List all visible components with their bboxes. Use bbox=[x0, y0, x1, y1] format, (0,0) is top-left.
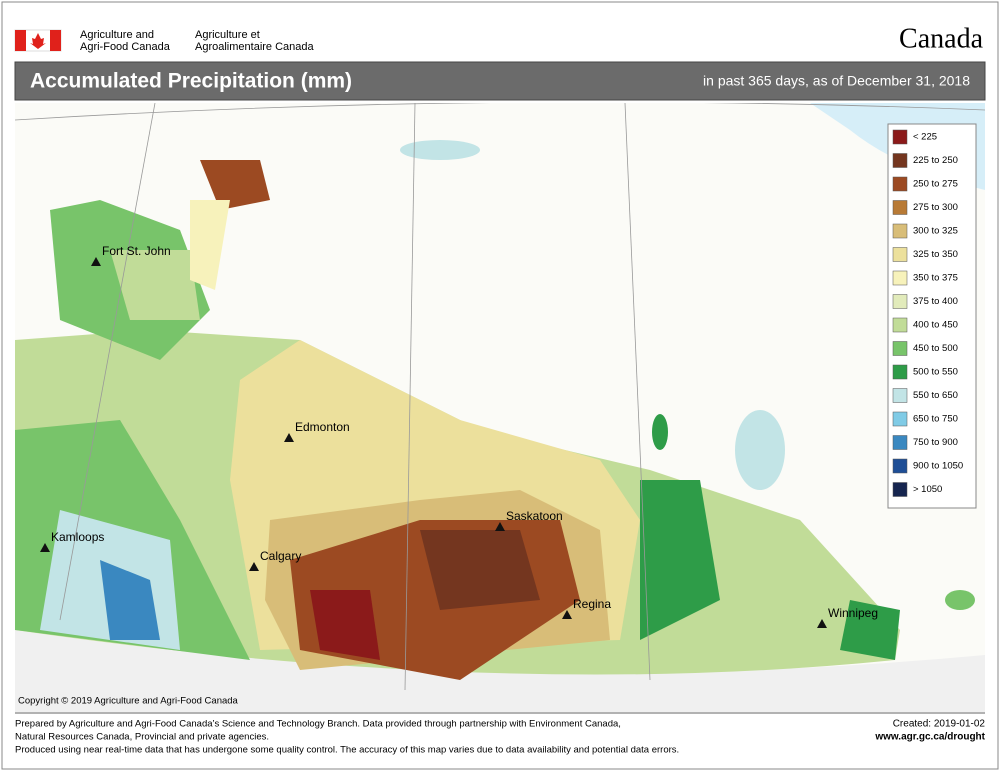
city-marker bbox=[817, 619, 827, 628]
legend-label: 750 to 900 bbox=[913, 437, 958, 448]
city-marker bbox=[495, 522, 505, 531]
url: www.agr.gc.ca/drought bbox=[874, 732, 985, 743]
legend-label: 325 to 350 bbox=[913, 249, 958, 260]
legend-swatch bbox=[892, 341, 908, 356]
legend-swatch bbox=[892, 270, 908, 286]
legend-label: 650 to 750 bbox=[913, 414, 958, 425]
legend-label: 225 to 250 bbox=[913, 155, 958, 166]
copyright: Copyright © 2019 Agriculture and Agri-Fo… bbox=[18, 696, 239, 707]
city-label: Winnipeg bbox=[828, 606, 878, 620]
city-label: Kamloops bbox=[51, 530, 104, 544]
city-label: Edmonton bbox=[295, 420, 350, 434]
dept-fr: Agriculture et bbox=[195, 29, 260, 41]
legend: < 225 225 to 250 250 to 275 275 to 300 300 t… bbox=[887, 123, 977, 509]
dept-fr: Agroalimentaire Canada bbox=[195, 41, 315, 53]
flag bbox=[14, 29, 62, 52]
legend-label: 450 to 500 bbox=[913, 343, 958, 354]
legend-swatch bbox=[892, 435, 908, 450]
city-marker bbox=[249, 562, 259, 571]
city-marker bbox=[91, 257, 101, 266]
legend-swatch bbox=[892, 294, 908, 309]
legend-label: 900 to 1050 bbox=[913, 461, 963, 472]
dept-en: Agri-Food Canada bbox=[80, 41, 171, 53]
legend-swatch bbox=[892, 317, 908, 333]
city-label: Fort St. John bbox=[102, 244, 171, 258]
city-label: Regina bbox=[573, 597, 611, 611]
city-label: Calgary bbox=[260, 549, 301, 563]
city-marker bbox=[40, 543, 50, 552]
city-marker bbox=[562, 610, 572, 619]
legend-label: 375 to 400 bbox=[913, 296, 958, 307]
footer-line: Produced using near real-time data that … bbox=[15, 745, 679, 756]
legend-swatch bbox=[892, 223, 908, 239]
legend-swatch bbox=[892, 153, 908, 168]
legend-swatch bbox=[892, 129, 908, 145]
legend-label: 350 to 375 bbox=[913, 273, 958, 284]
legend-label: 550 to 650 bbox=[913, 390, 958, 401]
map bbox=[15, 103, 985, 712]
legend-swatch bbox=[892, 200, 908, 215]
city-label: Saskatoon bbox=[506, 509, 563, 523]
legend-label: > 1050 bbox=[913, 484, 942, 495]
dept-en: Agriculture and bbox=[80, 29, 154, 41]
title-bar bbox=[14, 61, 986, 101]
wordmark: Canada bbox=[899, 23, 984, 54]
legend-swatch bbox=[892, 364, 908, 380]
legend-swatch bbox=[892, 247, 908, 262]
legend-label: 300 to 325 bbox=[913, 226, 958, 237]
footer-line: Natural Resources Canada, Provincial and… bbox=[15, 732, 269, 743]
legend-label: 250 to 275 bbox=[913, 179, 958, 190]
created: Created: 2019-01-02 bbox=[893, 719, 986, 730]
subtitle: in past 365 days, as of December 31, 201… bbox=[703, 73, 970, 89]
legend-swatch bbox=[892, 482, 908, 497]
legend-label: 275 to 300 bbox=[913, 202, 958, 213]
city-marker bbox=[284, 433, 294, 442]
legend-swatch bbox=[892, 458, 908, 474]
footer-line: Prepared by Agriculture and Agri-Food Ca… bbox=[15, 719, 621, 730]
legend-swatch bbox=[892, 388, 908, 403]
title: Accumulated Precipitation (mm) bbox=[30, 70, 352, 93]
legend-label: 400 to 450 bbox=[913, 320, 958, 331]
cities: Fort St. John Edmonton Kamloops Calgary Sask… bbox=[40, 244, 878, 628]
legend-swatch bbox=[892, 411, 908, 427]
legend-label: 500 to 550 bbox=[913, 367, 958, 378]
legend-swatch bbox=[892, 176, 908, 192]
legend-label: < 225 bbox=[913, 132, 937, 143]
